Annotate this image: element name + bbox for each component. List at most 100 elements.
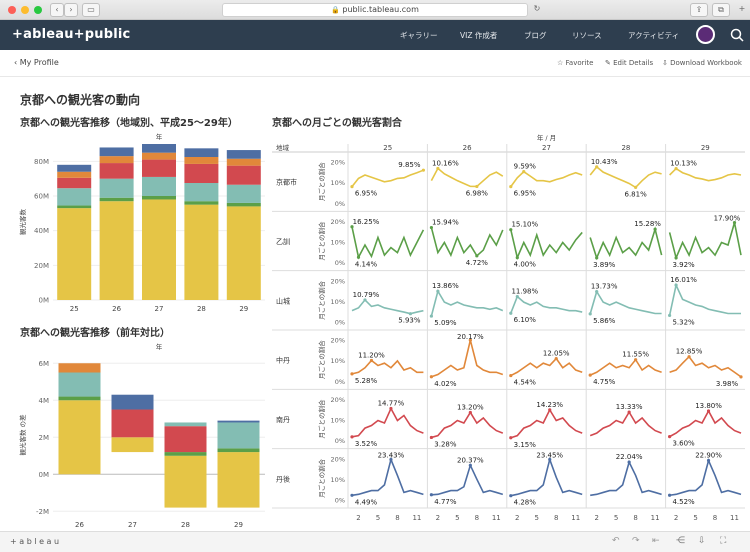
favorite-button[interactable]: ☆ Favorite	[557, 59, 594, 67]
min-label: 4.14%	[355, 260, 378, 268]
max-label: 14.77%	[378, 400, 405, 408]
max-point	[350, 225, 354, 229]
new-tab-icon[interactable]: +	[738, 4, 746, 13]
undo-icon[interactable]: ↶	[612, 536, 620, 546]
chart1-title: 京都への観光客推移（地域別、平成25〜29年）	[20, 118, 238, 129]
back-nav-icon[interactable]: ‹	[50, 3, 64, 17]
series-line-blue	[669, 458, 742, 497]
series-line-green	[589, 226, 663, 261]
y-axis-title: 月ごとの割合	[317, 399, 326, 438]
month-tick-label: 8	[395, 514, 399, 522]
fullscreen-icon[interactable]: ⛶	[720, 536, 727, 546]
y-tick-label: 10%	[331, 357, 345, 365]
min-label: 4.02%	[434, 380, 457, 388]
download-icon: ⇩	[662, 59, 668, 67]
max-point	[687, 355, 691, 359]
max-point	[468, 338, 472, 342]
back-to-profile-link[interactable]: ‹ My Profile	[14, 58, 59, 67]
x-tick-label: 25	[70, 305, 79, 313]
min-label: 4.77%	[434, 498, 457, 506]
edit-details-button[interactable]: ✎ Edit Details	[605, 59, 653, 67]
series-line-orange	[351, 359, 424, 375]
min-label: 3.89%	[593, 261, 616, 269]
nav-gallery[interactable]: ギャラリー	[400, 31, 438, 40]
download-viz-icon[interactable]: ⇩	[698, 536, 706, 546]
column-label: 25	[383, 144, 392, 152]
revert-icon[interactable]: ⇤	[652, 536, 660, 546]
nav-blog[interactable]: ブログ	[524, 31, 547, 40]
bar-segment-green	[184, 201, 219, 205]
min-point	[350, 493, 354, 497]
y-tick-label: 0M	[39, 471, 50, 479]
y-tick-label: 0M	[39, 297, 50, 305]
tableau-footer-logo[interactable]: + a b l e a u	[10, 537, 60, 546]
y-tick-label: 2M	[39, 434, 50, 442]
max-point	[554, 356, 558, 361]
max-label: 13.73%	[591, 283, 618, 291]
max-label: 10.16%	[432, 159, 459, 167]
nav-viz-authors[interactable]: VIZ 作成者	[460, 31, 498, 40]
x-axis-title: 年	[156, 342, 163, 351]
max-point	[732, 221, 737, 225]
footer-toolbar: + a b l e a u ↶ ↷ ⇤ ⋲ ⇩ ⛶	[0, 531, 750, 552]
month-tick-label: 2	[515, 514, 519, 522]
series-line-red	[589, 410, 662, 437]
column-label: 27	[542, 144, 551, 152]
min-point	[668, 313, 672, 318]
min-point	[509, 311, 513, 315]
waterfall-segment-yellow	[217, 452, 260, 508]
bar-segment-blue	[184, 148, 219, 157]
search-icon[interactable]	[730, 28, 744, 42]
region-label: 南丹	[276, 415, 290, 424]
x-axis-title: 年	[156, 132, 163, 141]
max-label: 9.85%	[398, 161, 421, 169]
max-point	[369, 358, 374, 363]
avatar[interactable]	[696, 25, 715, 44]
reload-icon[interactable]: ↻	[533, 4, 541, 13]
min-point	[509, 185, 513, 189]
y-tick-label: 20%	[331, 396, 345, 404]
bar-segment-teal	[57, 188, 92, 206]
bar-segment-blue	[142, 144, 176, 153]
series-line-teal	[589, 289, 662, 315]
min-label: 5.28%	[355, 377, 378, 385]
bar-segment-yellow	[99, 201, 134, 300]
share-viz-icon[interactable]: ⋲	[676, 536, 685, 546]
waterfall-segment-teal	[217, 422, 260, 449]
share-icon[interactable]: ⇪	[690, 3, 708, 17]
nav-activity[interactable]: アクティビティ	[628, 31, 680, 40]
y-tick-label: -2M	[36, 508, 49, 516]
min-label: 3.92%	[672, 261, 695, 269]
max-label: 22.04%	[616, 453, 643, 461]
min-point	[429, 493, 433, 497]
bar-segment-teal	[226, 184, 261, 203]
min-point	[509, 436, 513, 440]
url-bar[interactable]: 🔒 public.tableau.com	[222, 3, 528, 17]
maximize-window-icon[interactable]	[34, 6, 42, 14]
lock-icon: 🔒	[331, 6, 340, 14]
bar-segment-green	[99, 197, 134, 202]
max-point	[515, 294, 519, 299]
max-point	[706, 409, 711, 413]
max-point	[436, 289, 440, 293]
tableau-public-logo[interactable]: +ableau+public	[12, 27, 131, 42]
max-point	[674, 283, 678, 287]
browser-chrome: ‹ › ▭ 🔒 public.tableau.com ↻ ⇪ ⧉ +	[0, 0, 750, 20]
bar-segment-red	[99, 163, 134, 179]
max-label: 20.37%	[457, 456, 484, 464]
nav-resources[interactable]: リソース	[572, 31, 602, 40]
series-line-teal	[668, 282, 741, 316]
close-window-icon[interactable]	[8, 6, 16, 14]
download-workbook-button[interactable]: ⇩ Download Workbook	[662, 59, 742, 67]
forward-nav-icon[interactable]: ›	[64, 3, 78, 17]
month-tick-label: 8	[633, 514, 637, 522]
max-label: 12.85%	[676, 348, 703, 356]
max-point	[653, 227, 657, 231]
sidebar-toggle-icon[interactable]: ▭	[82, 3, 100, 17]
minimize-window-icon[interactable]	[21, 6, 29, 14]
tabs-icon[interactable]: ⧉	[712, 3, 730, 17]
waterfall-segment-red	[164, 426, 207, 453]
min-label: 4.52%	[672, 498, 695, 506]
redo-icon[interactable]: ↷	[632, 536, 640, 546]
series-line-blue	[510, 456, 583, 497]
